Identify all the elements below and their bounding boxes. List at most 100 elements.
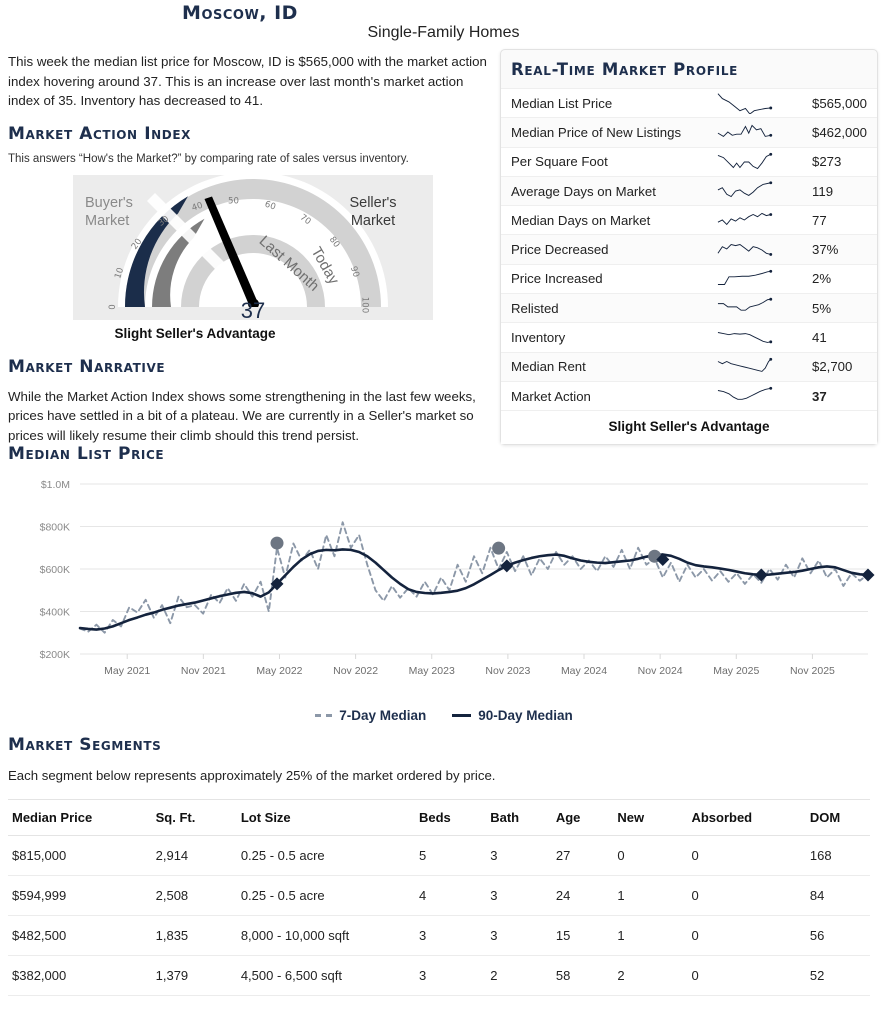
- table-cell: 2: [613, 955, 688, 996]
- table-cell: $382,000: [8, 955, 152, 996]
- chart-heading: Median List Price: [8, 444, 165, 464]
- table-cell: 15: [551, 915, 614, 956]
- chart-series-line: [79, 521, 869, 634]
- svg-text:Market: Market: [351, 213, 395, 229]
- table-cell: 4: [415, 875, 487, 916]
- table-cell: 0: [687, 835, 806, 876]
- x-axis-tick-label: May 2021: [104, 665, 150, 677]
- table-cell: 4,500 - 6,500 sqft: [236, 955, 415, 996]
- profile-row-value: 77: [812, 212, 827, 228]
- sparkline-chart: [717, 331, 773, 343]
- y-axis-tick-label: $400K: [40, 607, 70, 619]
- legend-item-90day: 90-Day Median: [452, 708, 573, 723]
- table-cell: 2: [486, 955, 552, 996]
- chart-marker-circle: [492, 541, 506, 555]
- x-axis-tick-label: May 2023: [409, 665, 455, 677]
- table-cell: 52: [805, 955, 870, 996]
- page-subtitle-text: Single-Family Homes: [367, 24, 520, 41]
- chart-svg: $200K $400K $600K $800K $1.0M May 2021 Nov 202…: [40, 479, 875, 677]
- page-title: Moscow, ID: [0, 2, 480, 24]
- column-header: Lot Size: [236, 799, 415, 836]
- sparkline-chart: [717, 357, 773, 372]
- table-cell: 8,000 - 10,000 sqft: [236, 915, 415, 956]
- sparkline-chart: [717, 386, 773, 400]
- table-cell: 24: [551, 875, 614, 916]
- profile-row-label: Relisted: [511, 300, 559, 316]
- chart-marker-diamond: [500, 559, 514, 573]
- sparkline-chart: [717, 297, 773, 311]
- table-cell: 56: [805, 915, 870, 956]
- svg-text:40: 40: [191, 200, 204, 213]
- market-action-index-description: This answers “How's the Market?” by comp…: [8, 152, 409, 165]
- profile-row-value: 2%: [812, 271, 832, 287]
- solid-line-icon: [452, 714, 472, 717]
- market-segments-heading: Market Segments: [8, 735, 162, 755]
- profile-row-value: 5%: [812, 300, 832, 316]
- svg-text:50: 50: [228, 196, 239, 206]
- gauge-buyers-market-label: Buyer's: [85, 195, 133, 211]
- profile-row: Per Square Foot $273: [501, 146, 877, 176]
- legend-label-7day: 7-Day Median: [339, 708, 427, 723]
- market-segments-description: Each segment below represents approximat…: [8, 768, 496, 783]
- profile-row-value: 37: [812, 388, 827, 404]
- profile-row: Median Rent $2,700: [501, 351, 877, 381]
- table-cell: 168: [805, 835, 870, 876]
- profile-row-label: Per Square Foot: [511, 154, 608, 170]
- profile-row-label: Median Days on Market: [511, 212, 651, 228]
- table-cell: 0: [613, 835, 688, 876]
- sparkline-chart: [717, 181, 773, 198]
- table-cell: 3: [486, 835, 552, 876]
- chart-marker-diamond: [270, 577, 284, 591]
- column-header: Sq. Ft.: [151, 799, 237, 836]
- table-cell: 3: [486, 875, 552, 916]
- market-segments-table: Median Price Sq. Ft. Lot Size Beds Bath Age Ne…: [8, 799, 870, 996]
- median-list-price-section: Median List Price $200K $400K $600K $800K $1…: [8, 444, 880, 723]
- table-cell: $482,500: [8, 915, 152, 956]
- profile-row-label: Market Action: [511, 388, 591, 404]
- table-cell: 5: [415, 835, 487, 876]
- gauge-svg: 0 10 20 30 40 50 60 70 80 90 100 Last Mo…: [85, 174, 397, 323]
- profile-row-value: $462,000: [811, 124, 867, 140]
- page-subtitle: Single-Family Homes: [0, 24, 887, 42]
- gauge-value: 37: [241, 298, 265, 320]
- table-row: $815,000 2,914 0.25 - 0.5 acre 5 3 27 0 0 168: [8, 835, 870, 876]
- legend-item-7day: 7-Day Median: [315, 708, 426, 723]
- profile-row-label: Median Rent: [511, 359, 586, 375]
- profile-row: Median List Price $565,000: [501, 88, 877, 118]
- table-cell: 0.25 - 0.5 acre: [236, 835, 415, 876]
- dashed-line-icon: [315, 714, 333, 717]
- profile-row-value: $2,700: [812, 359, 853, 375]
- column-header: Absorbed: [687, 799, 806, 836]
- profile-row: Relisted 5%: [501, 293, 877, 323]
- real-time-market-profile-card: Real-Time Market Profile Median List Pri…: [500, 49, 878, 446]
- market-segments-section: Market Segments Each segment below repre…: [8, 735, 880, 996]
- sparkline-chart: [717, 269, 773, 285]
- page-title-text: Moscow, ID: [182, 2, 298, 24]
- left-column: This week the median list price for Mosc…: [8, 52, 488, 445]
- svg-text:60: 60: [263, 199, 276, 212]
- chart-marker-circle: [270, 536, 284, 550]
- x-axis-tick-label: Nov 2025: [790, 665, 835, 677]
- median-list-price-chart: $200K $400K $600K $800K $1.0M May 2021 Nov 202…: [8, 476, 880, 686]
- table-cell: 0: [687, 955, 806, 996]
- gauge-caption: Slight Seller's Advantage: [114, 325, 276, 341]
- table-cell: 0.25 - 0.5 acre: [236, 875, 415, 916]
- table-row: $482,500 1,835 8,000 - 10,000 sqft 3 3 15 1 0 56: [8, 915, 870, 956]
- column-header: Age: [551, 799, 614, 836]
- profile-card-footer: Slight Seller's Advantage: [501, 410, 877, 445]
- table-cell: 84: [805, 875, 870, 916]
- table-cell: 1,835: [151, 915, 237, 956]
- sparkline-chart: [717, 243, 773, 256]
- x-axis-tick-label: Nov 2024: [638, 665, 683, 677]
- sparkline-chart: [717, 213, 773, 226]
- column-header: Median Price: [8, 799, 152, 836]
- profile-row-value: $565,000: [811, 95, 867, 111]
- x-axis-tick-label: May 2024: [561, 665, 607, 677]
- table-cell: 3: [415, 915, 487, 956]
- column-header: DOM: [805, 799, 870, 836]
- sparkline-chart: [717, 93, 773, 115]
- market-action-gauge: 0 10 20 30 40 50 60 70 80 90 100 Last Mo…: [73, 174, 433, 323]
- chart-legend: 7-Day Median 90-Day Median: [8, 708, 880, 723]
- table-cell: $815,000: [8, 835, 152, 876]
- svg-text:90: 90: [348, 265, 361, 278]
